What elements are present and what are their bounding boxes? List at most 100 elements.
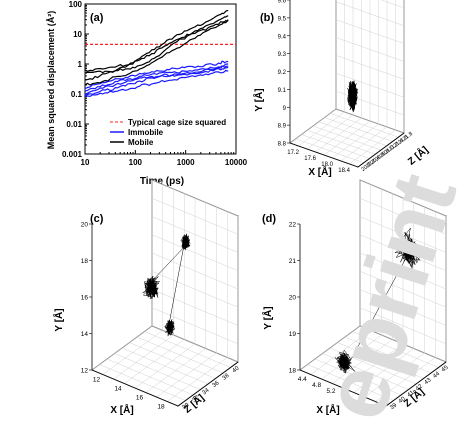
x-tick-label: 10 bbox=[81, 158, 90, 167]
legend-label-reference: Typical cage size squared bbox=[128, 118, 226, 127]
plot-frame bbox=[84, 3, 237, 155]
x-tick-label: 1000 bbox=[177, 158, 195, 167]
y-tick-label: 16 bbox=[81, 295, 89, 302]
y-tick-label: 8.9 bbox=[278, 124, 287, 130]
z-tick-label: 44 bbox=[432, 371, 441, 380]
legend-label-mobile: Mobile bbox=[128, 138, 154, 147]
grid-line bbox=[352, 331, 439, 368]
grid-line bbox=[335, 1, 405, 26]
grid-line bbox=[324, 117, 393, 142]
x-tick-label: 17.6 bbox=[304, 156, 316, 162]
x-tick-label: 16 bbox=[136, 395, 144, 402]
z-tick-label: 42 bbox=[415, 383, 424, 392]
panel-b-3d-trajectory: 8.8 8.9 9 9.1 9.2 9.3 9.4 9.5 9.6 17.2 17.6 18.0 18.… bbox=[252, 0, 431, 178]
x-axis-label: X [Å] bbox=[308, 165, 331, 178]
grid-line bbox=[359, 216, 447, 253]
grid-line bbox=[359, 198, 447, 235]
x-tick-label: 17.2 bbox=[287, 150, 299, 156]
x-tick-label: 100 bbox=[129, 158, 143, 167]
z-tick-label: 39 bbox=[389, 402, 398, 411]
y-axis-label: Mean squared displacement (Å²) bbox=[46, 11, 56, 150]
grid-line bbox=[145, 348, 206, 393]
axis-line bbox=[299, 369, 387, 407]
series-line-immobile bbox=[85, 69, 229, 98]
x-tick-label: 10000 bbox=[225, 158, 248, 167]
grid-line bbox=[156, 352, 217, 398]
trajectory-path bbox=[347, 80, 359, 112]
grid-line bbox=[340, 126, 388, 162]
z-tick-label: 45 bbox=[441, 364, 450, 373]
grid-line bbox=[344, 336, 432, 374]
z-tick-label: 20.8 bbox=[379, 148, 391, 159]
grid-line bbox=[349, 129, 396, 165]
grid-line bbox=[332, 123, 379, 159]
y-tick-label: 8.8 bbox=[278, 142, 287, 148]
x-tick-label: 6.0 bbox=[355, 400, 364, 407]
z-tick-label: 41 bbox=[406, 390, 415, 399]
y-tick-label: 0.01 bbox=[66, 120, 82, 129]
z-tick-label: 40 bbox=[398, 396, 407, 405]
grid-line bbox=[337, 342, 424, 379]
y-tick-label: 9.4 bbox=[278, 34, 287, 40]
y-tick-label: 1 bbox=[78, 60, 83, 69]
x-tick-label: 6.4 bbox=[369, 406, 378, 413]
panel-label: (d) bbox=[262, 213, 276, 225]
x-tick-label: 12 bbox=[93, 377, 101, 384]
grid-line bbox=[151, 216, 239, 253]
grid-line bbox=[380, 0, 405, 9]
trajectory-path bbox=[334, 227, 422, 374]
legend-label-immobile: Immobile bbox=[128, 128, 164, 137]
x-tick-label: 18.4 bbox=[338, 168, 350, 174]
axis-line bbox=[357, 132, 405, 168]
z-axis-label: Z [Å] bbox=[405, 143, 431, 168]
x-tick-label: 4.4 bbox=[298, 376, 307, 383]
x-tick-label: 18.0 bbox=[321, 162, 333, 168]
y-tick-label: 21 bbox=[289, 258, 297, 265]
series-line-mobile bbox=[84, 20, 229, 86]
z-tick-label: 21.0 bbox=[383, 145, 395, 156]
z-tick-label: 20.2 bbox=[365, 158, 377, 169]
y-tick-label: 100 bbox=[69, 0, 83, 9]
z-tick-label: 36 bbox=[212, 380, 221, 389]
grid-line bbox=[330, 113, 399, 138]
x-tick-label: 5.6 bbox=[341, 394, 350, 401]
panel-label: (a) bbox=[90, 12, 104, 24]
z-tick-label: 30 bbox=[182, 402, 191, 411]
grid-line bbox=[121, 347, 209, 385]
panel-label: (c) bbox=[90, 213, 104, 225]
grid-line bbox=[144, 331, 231, 368]
y-tick-label: 0.001 bbox=[62, 150, 83, 159]
y-tick-label: 10 bbox=[73, 30, 82, 39]
z-tick-label: 20.4 bbox=[370, 155, 382, 166]
legend: Typical cage size squared Immobile Mobil… bbox=[110, 118, 226, 147]
grid-line bbox=[375, 357, 436, 402]
z-tick-label: 21.8 bbox=[402, 131, 414, 142]
panel-label: (b) bbox=[260, 12, 274, 24]
y-tick-label: 9.2 bbox=[278, 70, 287, 76]
axis-line bbox=[91, 369, 179, 407]
x-tick-label: 5.2 bbox=[326, 388, 335, 395]
x-tick-label: 18 bbox=[157, 404, 165, 411]
panel-a-msd-plot: 10 100 1000 10000 0.001 0.01 0.1 1 10 100 (a) Tim… bbox=[46, 0, 248, 187]
grid-line bbox=[151, 234, 239, 271]
grid-line bbox=[335, 19, 405, 44]
z-tick-label: 40 bbox=[232, 365, 241, 374]
watermark: eprint bbox=[304, 162, 474, 431]
z-tick-label: 20.6 bbox=[374, 151, 386, 162]
z-tick-label: 21.6 bbox=[397, 134, 409, 145]
series-line-mobile bbox=[84, 19, 229, 74]
series-line-immobile bbox=[84, 60, 229, 90]
y-tick-label: 20 bbox=[81, 222, 89, 229]
x-axis-label: Time (ps) bbox=[140, 176, 184, 187]
y-tick-label: 9 bbox=[283, 106, 287, 112]
panel-d-3d-trajectory: 18 19 20 21 22 4.4 4.8 5.2 5.6 6.0 6.4 394041424344… bbox=[261, 179, 450, 416]
y-tick-label: 9.6 bbox=[278, 0, 287, 5]
y-tick-label: 0.1 bbox=[71, 90, 83, 99]
grid-line bbox=[136, 336, 224, 374]
series-line-mobile bbox=[84, 15, 229, 72]
x-axis-label: X [Å] bbox=[316, 403, 339, 416]
y-axis-label: Y [Å] bbox=[252, 88, 265, 111]
y-tick-label: 9.5 bbox=[278, 16, 287, 22]
